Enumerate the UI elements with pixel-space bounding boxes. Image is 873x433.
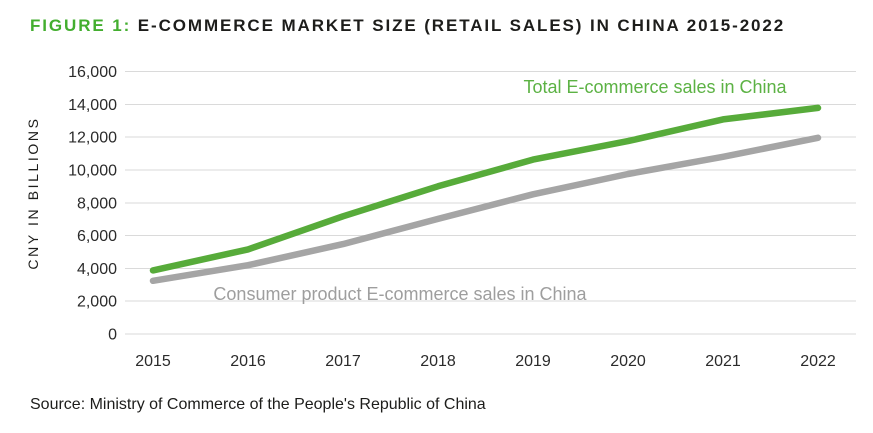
series-label-total: Total E-commerce sales in China [523,77,787,97]
figure-title: FIGURE 1: E-COMMERCE MARKET SIZE (RETAIL… [30,16,785,36]
x-tick-label: 2022 [800,353,836,370]
series-line-total [149,104,822,274]
figure-label: FIGURE 1: [30,16,132,35]
series-label-consumer: Consumer product E-commerce sales in Chi… [213,284,587,304]
x-tick-label: 2019 [515,353,551,370]
source-note: Source: Ministry of Commerce of the Peop… [30,396,486,413]
y-tick-label: 4,000 [77,261,117,278]
x-tick-label: 2020 [610,353,646,370]
figure-title-text: E-COMMERCE MARKET SIZE (RETAIL SALES) IN… [137,16,786,35]
y-tick-label: 6,000 [77,228,117,245]
x-tick-label: 2018 [420,353,456,370]
y-tick-label: 0 [108,327,117,344]
y-tick-label: 14,000 [68,97,117,114]
y-tick-label: 16,000 [68,64,117,81]
x-tick-label: 2021 [705,353,741,370]
y-tick-label: 2,000 [77,294,117,311]
series-line-consumer [149,134,822,285]
x-tick-label: 2015 [135,353,171,370]
y-tick-label: 8,000 [77,195,117,212]
x-tick-label: 2017 [325,353,361,370]
y-axis-title: CNY IN BILLIONS [25,116,41,269]
y-tick-label: 12,000 [68,130,117,147]
y-tick-label: 10,000 [68,163,117,180]
x-tick-label: 2016 [230,353,266,370]
